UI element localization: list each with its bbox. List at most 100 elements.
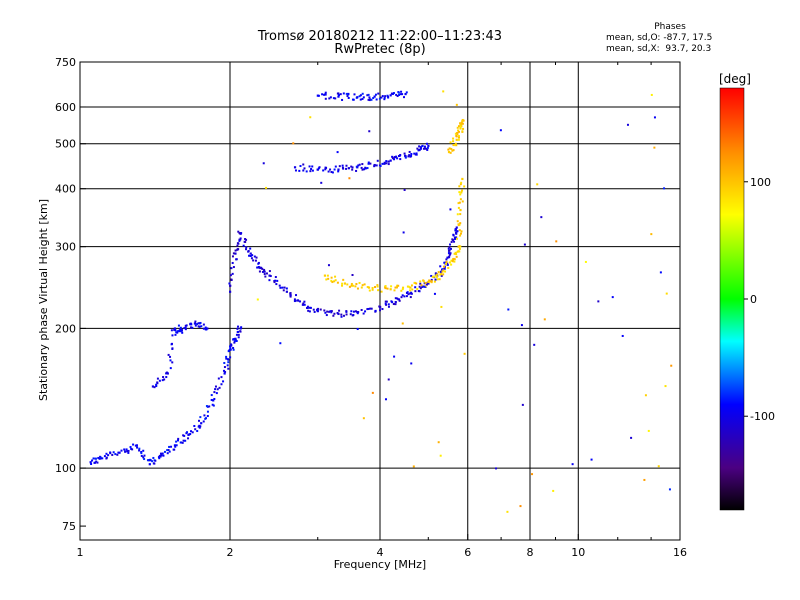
noise-point [362, 417, 365, 420]
noise-point [442, 90, 445, 93]
echo-point [225, 355, 228, 358]
echo-point [237, 336, 240, 339]
noise-point [371, 391, 374, 394]
echo-point [229, 274, 232, 277]
echo-point [458, 223, 461, 226]
echo-point [337, 168, 340, 171]
echo-point [169, 355, 172, 358]
echo-point [109, 452, 112, 455]
echo-point [391, 92, 394, 95]
echo-point [229, 343, 232, 346]
echo-point [367, 93, 370, 96]
echo-point [142, 449, 145, 452]
echo-point [375, 164, 378, 167]
x-axis-label: Frequency [MHz] [334, 558, 426, 571]
echo-point [447, 266, 450, 269]
echo-point [172, 448, 175, 451]
echo-point [436, 273, 439, 276]
echo-point [274, 279, 277, 282]
echo-point [182, 439, 185, 442]
echo-point [461, 177, 464, 181]
echo-point [310, 168, 313, 171]
echo-point [242, 244, 245, 247]
y-tick-label: 400 [55, 183, 76, 196]
echo-point [352, 310, 355, 313]
y-tick-label: 300 [55, 241, 76, 254]
echo-point [461, 189, 464, 192]
echo-point [103, 455, 106, 458]
echo-point [397, 284, 400, 287]
echo-point [352, 98, 355, 101]
echo-point [401, 294, 404, 297]
echo-point [345, 313, 348, 316]
echo-point [392, 303, 395, 306]
echo-point [98, 457, 101, 460]
echo-point [252, 259, 255, 262]
echo-point [455, 138, 458, 141]
echo-point [387, 95, 390, 98]
echo-point [460, 121, 463, 124]
echo-point [440, 274, 443, 277]
echo-point [401, 93, 404, 96]
echo-point [454, 229, 457, 232]
echo-point [197, 322, 200, 325]
echo-point [350, 282, 353, 285]
echo-point [366, 308, 369, 311]
echo-point [237, 230, 240, 233]
echo-point [361, 168, 364, 171]
echo-point [331, 171, 334, 174]
echo-point [358, 95, 361, 98]
echo-point [210, 394, 213, 397]
echo-point [456, 133, 459, 136]
echo-point [403, 96, 406, 99]
echo-point [361, 97, 364, 100]
echo-point [213, 397, 216, 400]
echo-point [338, 309, 341, 312]
echo-point [179, 330, 182, 333]
echo-point [398, 299, 401, 302]
echo-point [400, 90, 403, 93]
echo-point [395, 93, 398, 96]
echo-point [193, 322, 197, 325]
echo-point [322, 169, 325, 172]
echo-point [349, 313, 352, 316]
echo-point [289, 294, 292, 297]
echo-point [205, 405, 208, 408]
echo-point [354, 310, 357, 313]
noise-point [348, 177, 351, 180]
echo-point [341, 164, 344, 167]
echo-point [323, 274, 327, 277]
echo-point [348, 285, 351, 288]
echo-point [189, 433, 192, 436]
echo-point [179, 328, 182, 331]
echo-point [235, 339, 238, 342]
echo-point [236, 327, 239, 330]
noise-point [659, 271, 662, 274]
echo-point [389, 159, 392, 162]
echo-point [329, 96, 332, 99]
echo-point [367, 286, 371, 289]
echo-point [452, 234, 455, 237]
echo-point [91, 459, 94, 462]
echo-point [329, 168, 332, 171]
echo-point [321, 93, 324, 96]
echo-point [457, 250, 460, 253]
echo-point [235, 258, 238, 261]
colorbar-tick-label: 100 [750, 176, 771, 189]
echo-point [282, 289, 285, 292]
echo-point [429, 280, 432, 283]
echo-point [169, 367, 172, 370]
echo-point [182, 434, 185, 437]
echo-point [369, 98, 372, 101]
echo-point [448, 246, 451, 249]
echo-point [410, 284, 413, 287]
echo-point [430, 274, 433, 277]
echo-point [461, 122, 464, 125]
echo-point [452, 137, 455, 140]
echo-point [188, 433, 191, 436]
echo-point [94, 457, 97, 460]
echo-point [324, 91, 327, 94]
echo-point [234, 249, 237, 252]
echo-point [156, 377, 159, 380]
echo-point [428, 279, 431, 282]
